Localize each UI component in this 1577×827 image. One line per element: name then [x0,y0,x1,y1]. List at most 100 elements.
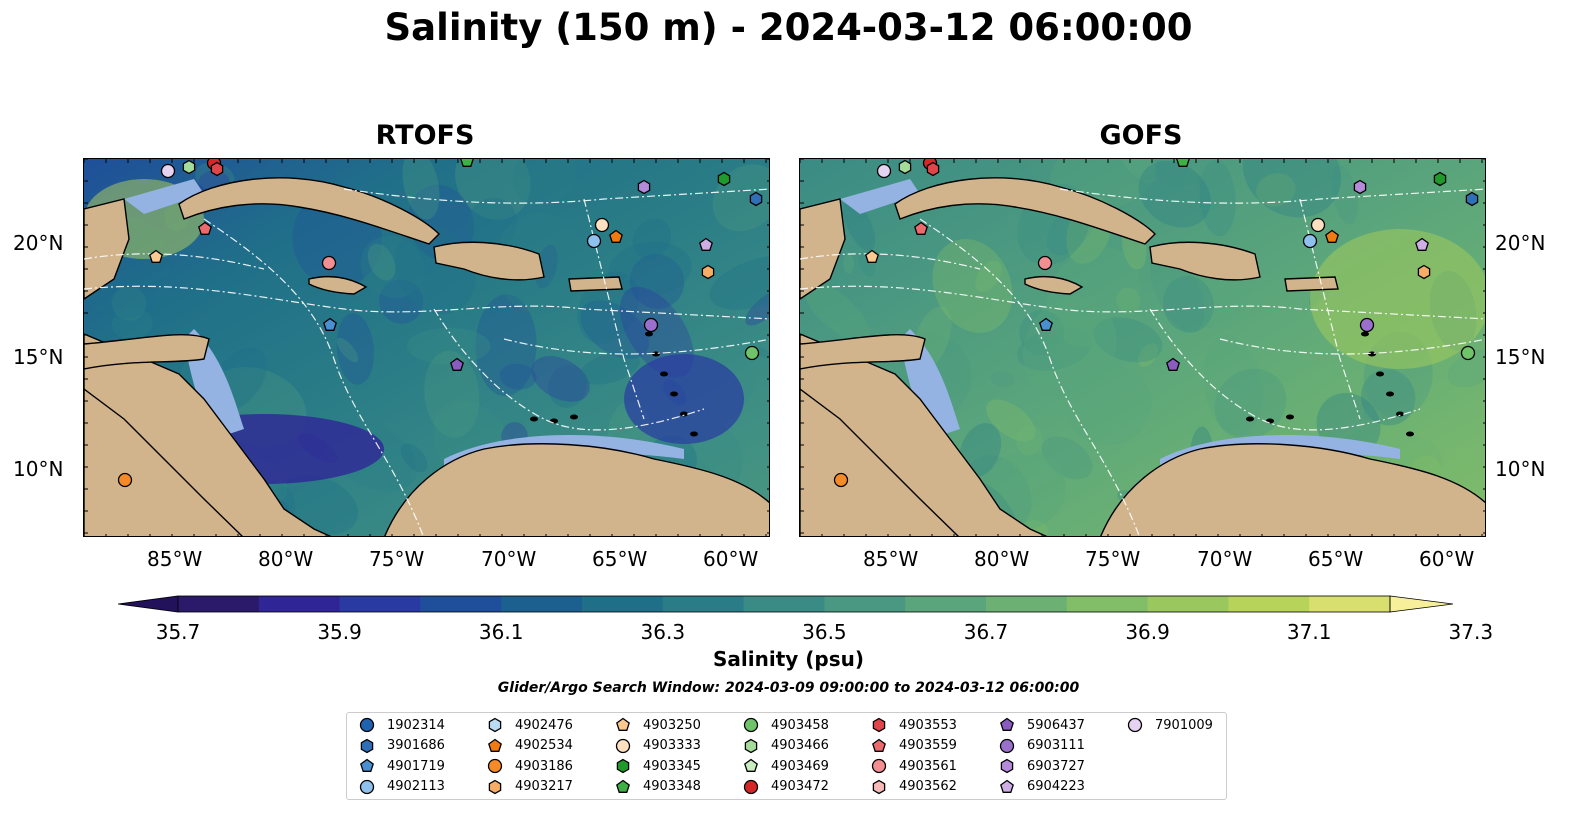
float-marker-7901009 [160,163,176,179]
rtofs-map [83,158,770,537]
legend-item: 4902113 [359,777,445,797]
legend-label: 4902113 [387,779,445,794]
colorbar [117,594,1454,614]
colorbar-segment [339,596,421,612]
legend-marker-icon [1000,779,1014,793]
legend-marker-icon [872,738,886,752]
legend-label: 4903559 [899,738,957,753]
float-marker-4903333 [1310,217,1326,233]
legend-label: 6904223 [1027,779,1085,794]
colorbar-segment [420,596,502,612]
float-marker-6903727 [637,179,651,195]
colorbar-tick-label: 37.3 [1448,620,1494,644]
legend-item: 4902476 [487,715,573,735]
float-marker-4903553 [210,161,224,177]
float-marker-4903561 [321,255,337,271]
float-marker-4903345 [717,171,731,187]
float-marker-4902113 [1302,233,1318,249]
legend-item: 4903472 [743,777,829,797]
float-marker-4903466 [898,159,912,175]
legend-item: 4903561 [871,756,957,776]
lon-tick-label: 70°W [1197,547,1253,571]
legend-marker-icon [871,758,887,774]
legend-marker-icon [615,738,631,753]
colorbar-tick-label: 36.3 [640,620,686,644]
legend-marker-icon [360,738,374,753]
legend-label: 4903458 [771,717,829,733]
colorbar-tick-label: 36.9 [1125,620,1170,644]
legend-marker-icon [360,758,374,772]
legend-item: 4903562 [871,777,957,797]
legend-item: 4903250 [615,715,701,735]
legend-item: 6903727 [999,756,1085,776]
legend-item: 4903333 [615,736,701,756]
lon-tick-label: 80°W [258,547,314,571]
legend-marker-icon [616,779,630,793]
legend-label: 4903553 [899,717,957,733]
legend-label: 4903469 [771,758,829,774]
float-marker-4902113 [586,233,602,249]
colorbar-segment [258,596,341,612]
float-marker-4903250 [865,249,879,263]
float-marker-4901719 [323,317,337,331]
float-marker-4903561 [1037,255,1053,271]
colorbar-segment [1228,596,1310,612]
float-marker-4903217 [701,264,715,280]
figure-title: Salinity (150 m) - 2024-03-12 06:00:00 [384,6,1193,49]
float-marker-4903345 [1433,171,1447,187]
legend-item: 4903345 [615,756,701,776]
colorbar-segment [582,596,664,612]
colorbar-label: Salinity (psu) [712,647,864,671]
lon-tick-label: 75°W [1085,547,1141,571]
legend-marker-icon [872,717,886,733]
lon-tick-label: 85°W [863,547,919,571]
lat-tick-label-left: 15°N [13,345,64,369]
lat-tick-label-right: 15°N [1495,345,1546,369]
colorbar-tick-label: 36.5 [802,620,847,644]
colorbar-segment [824,596,906,612]
legend-marker-icon [743,779,759,794]
colorbar-tick-label: 35.7 [155,620,201,644]
legend-marker-icon [488,779,502,794]
colorbar-segment [1147,596,1229,612]
legend-label: 1902314 [387,717,445,733]
lon-tick-label: 65°W [592,547,648,571]
colorbar-segment [743,596,825,612]
colorbar-segment [501,596,583,612]
colorbar-segment [1309,596,1391,612]
legend-item: 1902314 [359,715,445,735]
colorbar-tick-label: 36.7 [963,620,1009,644]
float-marker-4903458 [744,345,760,361]
float-marker-4903186 [833,472,849,488]
lat-tick-label-left: 10°N [13,457,64,481]
lat-tick-label-left: 20°N [13,231,64,255]
colorbar-segment [1066,596,1149,612]
lon-tick-label: 60°W [703,547,759,571]
float-marker-4903559 [198,221,212,235]
legend-label: 4903561 [899,758,957,774]
legend-marker-icon [743,717,759,733]
legend-item: 4901719 [359,756,445,776]
colorbar-tick-label: 37.1 [1286,620,1332,644]
float-marker-4903348 [1176,159,1190,167]
legend-item: 3901686 [359,736,445,756]
legend-marker-icon [487,758,503,774]
float-marker-6904223 [699,237,713,251]
legend-item: 4903458 [743,715,829,735]
search-window-text: Glider/Argo Search Window: 2024-03-09 09… [497,680,1080,696]
float-marker-6904223 [1415,237,1429,251]
colorbar-segment [986,596,1068,612]
legend-item: 4903469 [743,756,829,776]
legend-label: 6903111 [1027,738,1085,753]
colorbar-segment [905,596,987,612]
legend-marker-icon [616,717,630,731]
legend-label: 4903472 [771,779,829,794]
legend-marker-icon [359,717,375,733]
colorbar-tick-label: 35.9 [317,620,362,644]
legend-label: 4903333 [643,738,701,753]
legend-label: 4903466 [771,738,829,753]
legend-item: 4902534 [487,736,573,756]
float-marker-4903466 [182,159,196,175]
lon-tick-label: 65°W [1308,547,1364,571]
legend-label: 5906437 [1027,717,1085,733]
